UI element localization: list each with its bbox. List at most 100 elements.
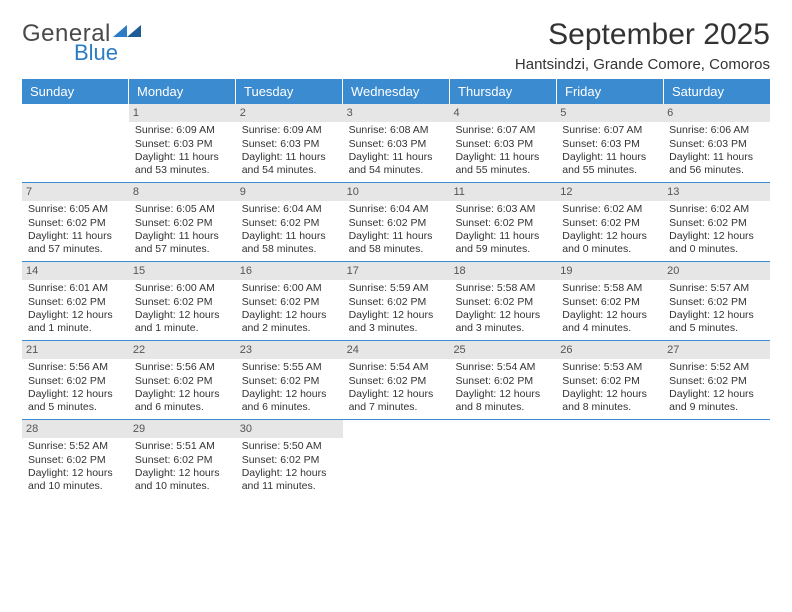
day-daylight2: and 7 minutes.	[349, 401, 444, 414]
day-cell-empty	[449, 420, 556, 498]
day-number: 13	[663, 183, 770, 201]
calendar: SundayMondayTuesdayWednesdayThursdayFrid…	[22, 79, 770, 498]
day-sunset: Sunset: 6:02 PM	[242, 454, 337, 467]
day-sunrise: Sunrise: 6:02 AM	[562, 203, 657, 216]
day-sunset: Sunset: 6:02 PM	[349, 217, 444, 230]
day-sunset: Sunset: 6:02 PM	[242, 217, 337, 230]
day-sunrise: Sunrise: 5:53 AM	[562, 361, 657, 374]
day-daylight1: Daylight: 12 hours	[562, 388, 657, 401]
day-sunrise: Sunrise: 5:56 AM	[135, 361, 230, 374]
day-number: 3	[343, 104, 450, 122]
day-cell: 9Sunrise: 6:04 AMSunset: 6:02 PMDaylight…	[236, 183, 343, 261]
day-sunset: Sunset: 6:02 PM	[349, 296, 444, 309]
day-sunset: Sunset: 6:02 PM	[562, 375, 657, 388]
day-number: 12	[556, 183, 663, 201]
day-cell: 30Sunrise: 5:50 AMSunset: 6:02 PMDayligh…	[236, 420, 343, 498]
day-daylight2: and 58 minutes.	[349, 243, 444, 256]
day-cell: 2Sunrise: 6:09 AMSunset: 6:03 PMDaylight…	[236, 104, 343, 182]
day-cell-empty	[663, 420, 770, 498]
day-cell: 14Sunrise: 6:01 AMSunset: 6:02 PMDayligh…	[22, 262, 129, 340]
day-daylight2: and 9 minutes.	[669, 401, 764, 414]
day-cell: 27Sunrise: 5:52 AMSunset: 6:02 PMDayligh…	[663, 341, 770, 419]
day-number: 5	[556, 104, 663, 122]
day-sunset: Sunset: 6:03 PM	[349, 138, 444, 151]
day-sunrise: Sunrise: 5:54 AM	[455, 361, 550, 374]
day-daylight2: and 4 minutes.	[562, 322, 657, 335]
day-daylight2: and 53 minutes.	[135, 164, 230, 177]
day-daylight2: and 1 minute.	[28, 322, 123, 335]
day-sunset: Sunset: 6:03 PM	[455, 138, 550, 151]
day-daylight2: and 11 minutes.	[242, 480, 337, 493]
day-sunrise: Sunrise: 6:03 AM	[455, 203, 550, 216]
day-daylight1: Daylight: 12 hours	[28, 388, 123, 401]
day-daylight1: Daylight: 11 hours	[349, 151, 444, 164]
day-cell: 29Sunrise: 5:51 AMSunset: 6:02 PMDayligh…	[129, 420, 236, 498]
day-sunrise: Sunrise: 5:58 AM	[562, 282, 657, 295]
day-daylight2: and 54 minutes.	[349, 164, 444, 177]
day-daylight2: and 58 minutes.	[242, 243, 337, 256]
day-cell-empty	[343, 420, 450, 498]
day-sunset: Sunset: 6:02 PM	[135, 296, 230, 309]
day-daylight1: Daylight: 12 hours	[349, 388, 444, 401]
day-daylight2: and 6 minutes.	[135, 401, 230, 414]
day-daylight2: and 5 minutes.	[28, 401, 123, 414]
day-sunset: Sunset: 6:03 PM	[669, 138, 764, 151]
day-daylight2: and 54 minutes.	[242, 164, 337, 177]
day-number: 29	[129, 420, 236, 438]
day-daylight1: Daylight: 11 hours	[28, 230, 123, 243]
day-sunset: Sunset: 6:02 PM	[28, 375, 123, 388]
day-number: 25	[449, 341, 556, 359]
day-sunset: Sunset: 6:02 PM	[135, 454, 230, 467]
day-cell: 13Sunrise: 6:02 AMSunset: 6:02 PMDayligh…	[663, 183, 770, 261]
page-title: September 2025	[515, 18, 770, 52]
day-number: 1	[129, 104, 236, 122]
day-sunset: Sunset: 6:02 PM	[28, 296, 123, 309]
logo: General Blue	[22, 18, 141, 64]
weekday-header-row: SundayMondayTuesdayWednesdayThursdayFrid…	[22, 79, 770, 104]
day-number: 28	[22, 420, 129, 438]
day-cell: 24Sunrise: 5:54 AMSunset: 6:02 PMDayligh…	[343, 341, 450, 419]
day-daylight2: and 5 minutes.	[669, 322, 764, 335]
day-number: 14	[22, 262, 129, 280]
day-sunset: Sunset: 6:02 PM	[28, 454, 123, 467]
day-sunrise: Sunrise: 6:01 AM	[28, 282, 123, 295]
day-cell-empty	[556, 420, 663, 498]
weekday-header: Wednesday	[343, 79, 450, 104]
day-sunrise: Sunrise: 6:02 AM	[669, 203, 764, 216]
day-number: 6	[663, 104, 770, 122]
day-daylight1: Daylight: 12 hours	[135, 467, 230, 480]
day-number: 8	[129, 183, 236, 201]
day-sunrise: Sunrise: 5:52 AM	[28, 440, 123, 453]
day-cell: 1Sunrise: 6:09 AMSunset: 6:03 PMDaylight…	[129, 104, 236, 182]
weekday-header: Saturday	[664, 79, 770, 104]
day-cell: 20Sunrise: 5:57 AMSunset: 6:02 PMDayligh…	[663, 262, 770, 340]
day-number: 27	[663, 341, 770, 359]
day-daylight1: Daylight: 12 hours	[135, 388, 230, 401]
weekday-header: Monday	[129, 79, 236, 104]
day-daylight1: Daylight: 11 hours	[242, 151, 337, 164]
day-sunset: Sunset: 6:03 PM	[242, 138, 337, 151]
day-sunrise: Sunrise: 6:09 AM	[135, 124, 230, 137]
day-cell: 18Sunrise: 5:58 AMSunset: 6:02 PMDayligh…	[449, 262, 556, 340]
day-sunrise: Sunrise: 6:05 AM	[28, 203, 123, 216]
day-daylight1: Daylight: 11 hours	[455, 151, 550, 164]
day-daylight2: and 57 minutes.	[135, 243, 230, 256]
day-sunset: Sunset: 6:02 PM	[669, 217, 764, 230]
day-cell: 12Sunrise: 6:02 AMSunset: 6:02 PMDayligh…	[556, 183, 663, 261]
day-number: 30	[236, 420, 343, 438]
day-sunrise: Sunrise: 6:04 AM	[349, 203, 444, 216]
day-cell: 25Sunrise: 5:54 AMSunset: 6:02 PMDayligh…	[449, 341, 556, 419]
day-sunset: Sunset: 6:02 PM	[455, 296, 550, 309]
day-sunrise: Sunrise: 6:00 AM	[242, 282, 337, 295]
day-cell: 28Sunrise: 5:52 AMSunset: 6:02 PMDayligh…	[22, 420, 129, 498]
day-sunset: Sunset: 6:02 PM	[242, 296, 337, 309]
day-daylight2: and 55 minutes.	[562, 164, 657, 177]
day-daylight1: Daylight: 11 hours	[135, 230, 230, 243]
day-sunrise: Sunrise: 5:55 AM	[242, 361, 337, 374]
day-sunset: Sunset: 6:02 PM	[669, 296, 764, 309]
day-daylight1: Daylight: 12 hours	[135, 309, 230, 322]
day-number: 10	[343, 183, 450, 201]
week-row: 7Sunrise: 6:05 AMSunset: 6:02 PMDaylight…	[22, 183, 770, 262]
logo-text-bottom: Blue	[74, 42, 141, 64]
day-sunset: Sunset: 6:02 PM	[562, 296, 657, 309]
